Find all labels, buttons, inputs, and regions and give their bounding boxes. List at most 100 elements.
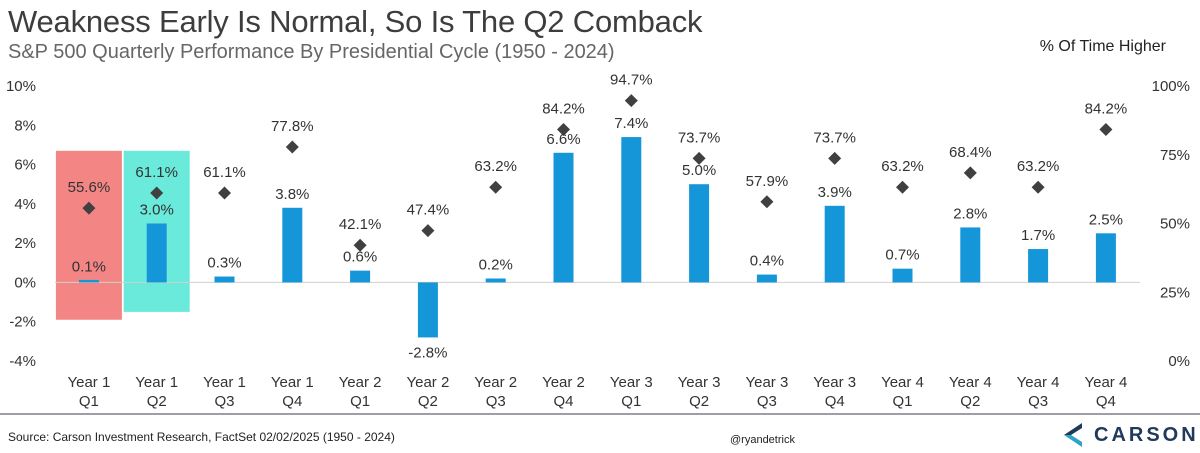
pct-higher-marker (489, 180, 503, 194)
bar-11 (756, 274, 777, 283)
pct-higher-label: 57.9% (746, 173, 789, 190)
bar-7 (485, 278, 506, 283)
x-tick-year: Year 1 (271, 374, 314, 391)
x-tick-quarter: Q3 (486, 393, 506, 410)
pct-higher-label: 55.6% (68, 179, 111, 196)
bar-value-label: 5.0% (682, 162, 716, 179)
pct-higher-marker (828, 151, 842, 165)
pct-higher-label: 73.7% (678, 129, 721, 146)
x-tick-year: Year 4 (881, 374, 924, 391)
pct-higher-marker (150, 186, 164, 200)
x-tick-year: Year 1 (135, 374, 178, 391)
x-tick-year: Year 2 (406, 374, 449, 391)
bar-value-label: 0.4% (750, 253, 784, 270)
x-tick-quarter: Q4 (282, 393, 302, 410)
highlight-box-1 (55, 150, 122, 320)
bar-13 (892, 268, 913, 283)
bar-15 (1028, 249, 1049, 283)
chart-title: Weakness Early Is Normal, So Is The Q2 C… (8, 4, 703, 39)
y-tick-label: -2% (9, 314, 36, 331)
marker-layer (82, 94, 1113, 252)
chart-subtitle: S&P 500 Quarterly Performance By Preside… (8, 41, 615, 63)
bar-value-label: 2.5% (1089, 211, 1123, 228)
y2-tick-label: 25% (1160, 284, 1190, 301)
x-axis: Year 1 Q1 Year 1 Q2 Year 1 Q3 Year 1 Q4 Year 2 Q1… (67, 374, 1127, 410)
x-tick-quarter: Q4 (1096, 393, 1116, 410)
bar-10 (689, 184, 710, 283)
x-tick-year: Year 3 (813, 374, 856, 391)
y2-tick-label: 50% (1160, 216, 1190, 233)
x-tick-quarter: Q3 (1028, 393, 1048, 410)
bar-value-label: 7.4% (614, 115, 648, 132)
x-tick-quarter: Q3 (757, 393, 777, 410)
y2-tick-label: 100% (1152, 78, 1190, 95)
bar-9 (621, 137, 642, 283)
chart-canvas: 0.1% 3.0% 0.3% 3.8% 0.6% -2.8% 0.2% 6.6% 7.4% 5.0… (6, 72, 1190, 410)
right-axis-title: % Of Time Higher (1039, 38, 1166, 55)
pct-higher-marker (1099, 122, 1113, 136)
pct-higher-label: 63.2% (881, 158, 924, 175)
pct-higher-marker (692, 151, 706, 165)
x-tick-quarter: Q2 (418, 393, 438, 410)
right-axis: 0% 25% 50% 75% 100% (1152, 78, 1190, 370)
bar-3 (214, 276, 235, 283)
bar-value-label: 3.8% (275, 186, 309, 203)
pct-higher-marker (557, 122, 570, 136)
bar-value-label: 2.8% (953, 205, 987, 222)
bar-2 (146, 223, 167, 283)
pct-higher-marker (1031, 180, 1045, 194)
bar-12 (824, 205, 845, 283)
y-tick-label: -4% (9, 353, 36, 370)
x-tick-year: Year 1 (203, 374, 246, 391)
bar-14 (960, 227, 981, 283)
x-tick-quarter: Q2 (147, 393, 167, 410)
x-tick-year: Year 3 (678, 374, 721, 391)
pct-higher-marker (421, 224, 435, 238)
pct-higher-label: 73.7% (813, 129, 856, 146)
pct-higher-marker (82, 201, 96, 215)
carson-logo: CARSON (1062, 422, 1199, 448)
pct-higher-marker (353, 238, 367, 252)
bar-value-label: 6.6% (546, 131, 580, 148)
x-tick-quarter: Q1 (350, 393, 370, 410)
x-tick-quarter: Q3 (214, 393, 234, 410)
carson-logo-icon (1064, 423, 1082, 447)
highlight-layer (55, 150, 190, 320)
bar-4 (282, 207, 303, 283)
left-axis: -4% -2% 0% 2% 4% 6% 8% 10% (6, 78, 36, 370)
pct-higher-label: 77.8% (271, 118, 314, 135)
x-tick-year: Year 2 (474, 374, 517, 391)
pct-higher-label: 84.2% (542, 100, 585, 117)
x-tick-quarter: Q1 (892, 393, 912, 410)
pct-higher-label: 61.1% (203, 164, 246, 181)
bar-8 (553, 152, 574, 283)
x-tick-quarter: Q1 (79, 393, 99, 410)
footer-divider (0, 413, 1200, 415)
pct-higher-marker (218, 186, 231, 200)
bar-value-label: 1.7% (1021, 227, 1055, 244)
bar-5 (350, 270, 371, 283)
pct-higher-marker (285, 140, 299, 154)
x-tick-year: Year 3 (610, 374, 653, 391)
bar-6 (417, 282, 438, 338)
marker-label-layer: 55.6% 61.1% 61.1% 77.8% 42.1% 47.4% 63.2% 84.2%… (68, 72, 1128, 234)
pct-higher-label: 94.7% (610, 72, 653, 89)
bar-label-layer: 0.1% 3.0% 0.3% 3.8% 0.6% -2.8% 0.2% 6.6% 7.4% 5.0… (72, 115, 1123, 361)
x-tick-year: Year 4 (1017, 374, 1060, 391)
bar-value-label: 3.0% (140, 202, 174, 219)
y2-tick-label: 0% (1168, 353, 1190, 370)
bar-value-label: 0.7% (885, 247, 919, 264)
bar-value-label: 0.3% (207, 255, 241, 272)
pct-higher-marker (963, 166, 977, 180)
bar-value-label: -2.8% (408, 344, 447, 361)
x-tick-quarter: Q2 (689, 393, 709, 410)
pct-higher-label: 42.1% (339, 216, 382, 233)
y-tick-label: 2% (14, 235, 36, 252)
x-tick-quarter: Q4 (553, 393, 573, 410)
bar-layer (78, 137, 1116, 338)
x-tick-quarter: Q2 (960, 393, 980, 410)
bar-value-label: 0.2% (479, 257, 513, 274)
y-tick-label: 6% (14, 157, 36, 174)
x-tick-year: Year 4 (1084, 374, 1127, 391)
bar-value-label: 0.1% (72, 258, 106, 275)
